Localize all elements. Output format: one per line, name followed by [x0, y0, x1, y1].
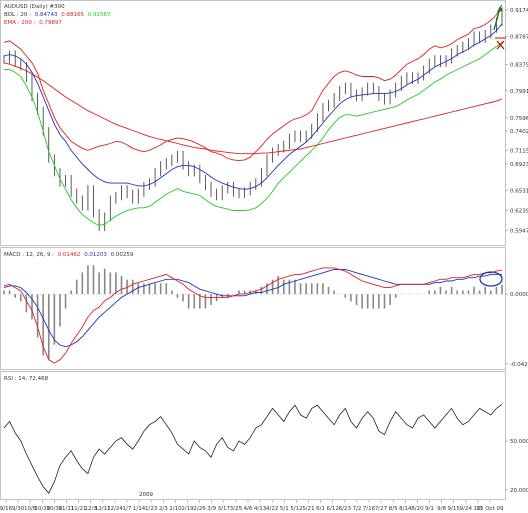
- rsi-plot: [3, 404, 503, 494]
- x-tick-label: 3/9: [207, 506, 216, 512]
- price-y-tick-label: 0.6531: [510, 189, 528, 195]
- x-tick-label: 7/2: [352, 506, 361, 512]
- ema-value: 0.79897: [39, 20, 62, 26]
- ema-legend: EMA : 200 : 0.79897: [4, 20, 62, 26]
- year-label: 2009: [139, 492, 153, 498]
- series-line-macd: [3, 267, 503, 364]
- series-line-rsi: [3, 404, 503, 494]
- x-tick-label: 7/16: [363, 506, 376, 512]
- bol-upper-value: 0.84743: [35, 12, 58, 18]
- x-tick-label: 8/5: [389, 506, 398, 512]
- price-y-tick-label: 0.5947: [510, 229, 528, 235]
- x-tick-label: 12/12: [95, 506, 111, 512]
- x-tick-label: 11/21: [71, 506, 87, 512]
- x-tick-label: 2/10: [169, 506, 182, 512]
- rsi-panel-frame: [0, 371, 506, 500]
- x-tick-label: 4/22: [266, 506, 278, 512]
- price-y-tick-label: 0.7115: [510, 149, 528, 155]
- x-tick-label: 9/8: [437, 506, 446, 512]
- price-y-tick-label: 0.8375: [510, 63, 528, 69]
- macd-cross-circle: [479, 271, 503, 287]
- macd-panel-frame: [0, 247, 506, 370]
- x-tick-label: 12/3: [85, 506, 98, 512]
- x-tick-label: 2/19: [181, 506, 194, 512]
- macd-value: 0.01462: [58, 252, 81, 258]
- bol-mid-value: 0.88165: [61, 12, 84, 18]
- x-tick-label: 15 Oct 09: [476, 506, 504, 512]
- x-mark-icon-b: [496, 40, 505, 50]
- symbol-label: AUDUSD (Daily) #300: [4, 4, 65, 10]
- signal-value: 0.01203: [84, 252, 107, 258]
- x-tick-label: 1/14: [133, 506, 146, 512]
- price-y-tick-label: 0.6239: [510, 209, 528, 215]
- x-tick-label: 6/1: [316, 506, 325, 512]
- series-line-bol-mid: [3, 23, 503, 190]
- price-bars: [3, 7, 503, 232]
- axes: 0.9174 0.8787 0.8375 0.7991 0.7596 0.7402 0.71…: [0, 8, 528, 512]
- x-tick-label: 5/1: [280, 506, 289, 512]
- macd-histogram: [3, 265, 503, 360]
- x-tick-label: 9/30: [12, 506, 25, 512]
- ema-label: EMA : 200 :: [4, 20, 36, 26]
- price-y-tick-label: 0.8787: [510, 34, 528, 40]
- up-arrow-head-icon: [497, 6, 503, 12]
- x-tick-label: 4/6: [244, 506, 253, 512]
- x-tick-label: 5/12: [290, 506, 302, 512]
- x-tick-label: 8/20: [411, 506, 424, 512]
- x-tick-label: 8/14: [399, 506, 412, 512]
- x-tick-label: 2/26: [193, 506, 206, 512]
- x-tick-label: 10/: [473, 506, 482, 512]
- x-tick-label: 2/3: [159, 506, 168, 512]
- macd-label: MACD : 12, 26, 9 :: [4, 252, 54, 258]
- x-tick-label: 1/23: [145, 506, 158, 512]
- rsi-y-tick-label: 20.000: [510, 488, 528, 494]
- x-tick-label: 3/17: [218, 506, 231, 512]
- x-tick-label: 9/15: [448, 506, 461, 512]
- x-tick-label: 10/20: [34, 506, 50, 512]
- price-y-tick-label: 0.7596: [510, 116, 528, 122]
- rsi-legend: RSI : 14: 72.468: [4, 376, 49, 382]
- macd-plot: [3, 265, 503, 364]
- price-y-tick-label: 0.7402: [510, 129, 528, 135]
- x-tick-label: 6/23: [339, 506, 352, 512]
- x-tick-label: 4/13: [254, 506, 267, 512]
- price-y-tick-label: 0.7991: [510, 89, 528, 95]
- x-tick-label: 7/27: [375, 506, 388, 512]
- x-tick-label: 10/8: [24, 506, 37, 512]
- series-line-ema-200: [3, 62, 503, 155]
- bol-legend: BOL : 20 : 0.84743 0.88165 0.91587: [4, 12, 111, 18]
- series-line-signal: [3, 269, 502, 348]
- price-panel-frame: [0, 0, 506, 246]
- price-y-tick-label: 0.6923: [510, 162, 528, 168]
- price-plot: [3, 4, 503, 232]
- series-line-bol-lower: [4, 41, 503, 226]
- bol-lower-value: 0.91587: [88, 12, 111, 18]
- x-tick-label: 1/7: [123, 506, 132, 512]
- annotations: [479, 6, 506, 287]
- hist-value: 0.00259: [111, 252, 134, 258]
- x-tick-label: 10/30: [46, 506, 62, 512]
- series-line-bol-upper: [3, 4, 503, 162]
- x-tick-label: 11/11: [59, 506, 75, 512]
- macd-y-tick-label: 0.0000: [510, 292, 528, 298]
- x-tick-label: 9/24: [460, 506, 473, 512]
- x-tick-label: 3/25: [230, 506, 243, 512]
- macd-legend: MACD : 12, 26, 9 : 0.01462 0.01203 0.002…: [4, 252, 134, 258]
- up-arrow-line: [493, 7, 501, 31]
- price-y-tick-label: 0.9174: [510, 8, 528, 14]
- x-tick-label: 5/21: [302, 506, 314, 512]
- rsi-y-tick-label: 50.000: [510, 439, 528, 445]
- bol-label: BOL : 20 :: [4, 12, 31, 18]
- x-tick-label: 9/1: [425, 506, 434, 512]
- x-tick-label: 9/16: [0, 506, 13, 512]
- x-tick-label: 12/24: [107, 506, 123, 512]
- x-tick-label: 6/12: [327, 506, 339, 512]
